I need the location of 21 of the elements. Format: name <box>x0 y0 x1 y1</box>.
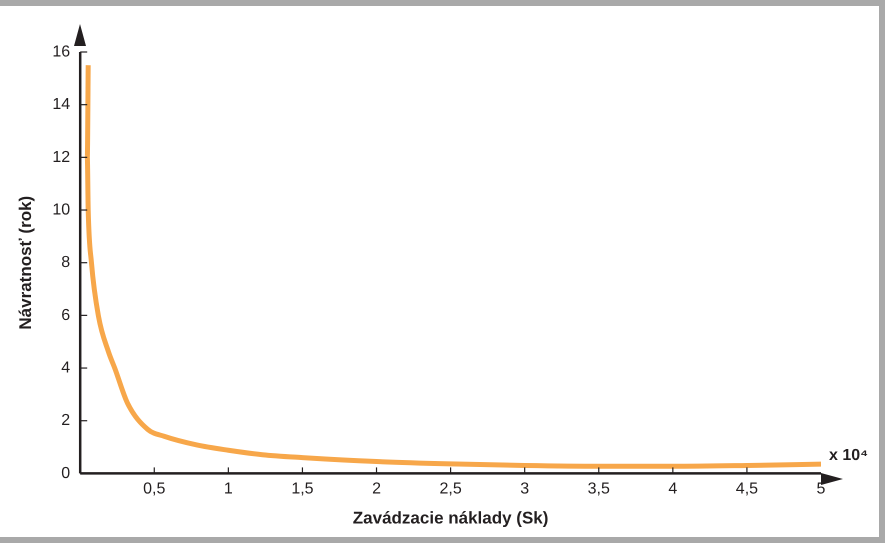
y-tick-label: 10 <box>52 201 70 218</box>
x-tick-label: 1,5 <box>291 480 314 498</box>
x-tick-label: 2 <box>372 480 382 498</box>
x-tick-label: 4,5 <box>736 480 758 498</box>
y-tick-label: 0 <box>61 464 70 482</box>
y-tick-label: 12 <box>52 148 70 166</box>
y-tick-label: 8 <box>61 254 70 272</box>
x-tick-label: 1 <box>224 480 233 498</box>
x-tick-label: 3,5 <box>588 480 610 498</box>
x-tick-label: 3 <box>520 480 530 498</box>
y-tick-label: 2 <box>61 412 70 430</box>
text: x 10⁴ <box>829 446 868 464</box>
x-tick-label: 4 <box>668 480 678 498</box>
x-axis-title: Zavádzacie náklady (Sk) <box>352 508 548 528</box>
x-tick-label: 2,5 <box>439 480 462 498</box>
y-tick-label: 16 <box>52 43 70 60</box>
y-tick-label: 4 <box>61 359 70 376</box>
y-tick-label: 6 <box>61 306 70 324</box>
y-axis-title: Návratnosť (rok) <box>16 196 35 330</box>
x-tick-label: 0,5 <box>143 480 166 498</box>
y-tick-label: 14 <box>52 96 70 114</box>
